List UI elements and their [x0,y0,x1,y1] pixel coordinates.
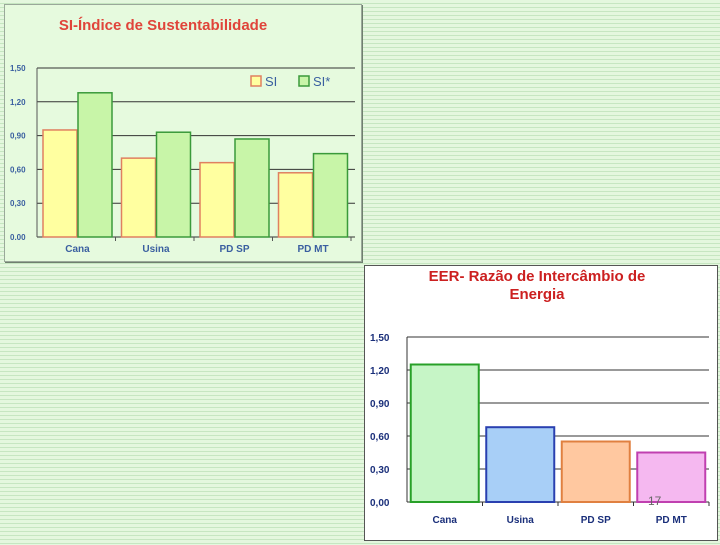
slide-number: 17 [648,494,662,508]
y-tick-label: 1,50 [10,64,26,73]
bar-usina [485,426,556,503]
category-label: PD SP [219,244,249,255]
category-label: PD MT [297,244,328,255]
sustainability-index-chart: SI-Índice de Sustentabilidade 0.00 0,30 0,… [4,4,362,262]
y-tick-label: 1,20 [10,98,26,107]
bar-si-cana [42,129,78,238]
bar-pd-mt [636,451,707,503]
y-tick-label: 0,90 [370,399,390,410]
bar-si-usina [120,157,157,238]
category-label: PD SP [581,515,611,526]
chart-title: SI-Índice de Sustentabilidade [59,17,267,34]
legend-label: SI [265,74,277,89]
y-tick-label: 1,50 [370,333,390,344]
y-tick-label: 0,60 [370,432,390,443]
legend-swatch-si [250,75,262,87]
chart-title-line: EER- Razão de Intercâmbio de [429,268,646,285]
bar-si-pd-mt [277,172,314,238]
energy-exchange-ratio-svg: EER- Razão de Intercâmbio de Energia 0,00… [370,268,710,526]
chart-title: EER- Razão de Intercâmbio de Energia [429,268,646,303]
bar-si-cana [77,92,113,238]
y-tick-label: 1,20 [370,366,390,377]
bar-si-usina [155,131,192,238]
category-label: Usina [142,244,170,255]
bar-cana [409,363,480,503]
category-label: PD MT [656,515,687,526]
legend-label: SI* [313,74,330,89]
category-label: Usina [507,515,535,526]
category-label: Cana [65,244,90,255]
y-tick-label: 0,30 [10,199,26,208]
y-tick-label: 0,90 [10,132,26,141]
legend-swatch-si [298,75,310,87]
chart-title-line: Energia [509,286,565,303]
bar-si-pd-sp [234,138,270,238]
y-tick-label: 0,00 [370,498,390,509]
y-tick-label: 0.00 [10,233,26,242]
sustainability-index-svg: SI-Índice de Sustentabilidade 0.00 0,30 0,… [10,17,355,255]
bar-si-pd-sp [199,161,235,238]
bar-si-pd-mt [312,152,349,238]
energy-exchange-ratio-chart: EER- Razão de Intercâmbio de Energia 0,00… [364,265,718,541]
y-tick-label: 0,30 [370,465,390,476]
bar-pd-sp [560,440,631,503]
y-tick-label: 0,60 [10,165,26,174]
category-label: Cana [433,515,458,526]
